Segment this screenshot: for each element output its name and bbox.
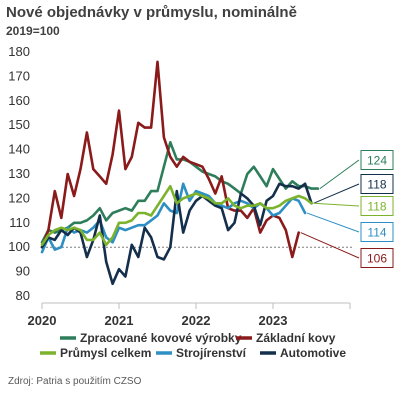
legend-label: Automotive <box>280 346 346 360</box>
y-tick-label: 110 <box>9 215 30 230</box>
series-line-2 <box>40 184 313 247</box>
end-label-box <box>360 248 394 268</box>
end-label-value: 124 <box>367 154 387 168</box>
chart-title: Nové objednávky v průmyslu, nominálně <box>6 4 297 21</box>
y-tick-label: 180 <box>8 44 30 59</box>
legend-label: Strojírenství <box>176 346 247 360</box>
end-label-leader <box>300 232 360 259</box>
source-note: Zdroj: Patria s použitím CZSO <box>8 376 142 387</box>
end-label-leader <box>306 212 360 233</box>
end-label-box <box>360 222 394 242</box>
y-tick-label: 140 <box>8 142 30 157</box>
end-label-box <box>360 196 394 216</box>
legend-label: Základní kovy <box>256 331 336 345</box>
end-label-box <box>360 150 394 170</box>
x-axis: 2020 2021 2022 2023 <box>28 302 351 328</box>
x-tick-label: 2021 <box>105 313 134 328</box>
series-line-0 <box>40 141 320 244</box>
y-tick-label: 90 <box>16 264 30 279</box>
end-label-value: 118 <box>367 178 386 192</box>
series-line-4 <box>40 182 313 286</box>
end-label-value: 114 <box>367 226 386 240</box>
y-tick-label: 80 <box>16 288 30 303</box>
end-label-box <box>360 174 394 194</box>
legend-label: Zpracované kovové výrobky <box>80 331 242 345</box>
y-tick-label: 170 <box>8 68 30 83</box>
x-tick-label: 2022 <box>182 313 211 328</box>
series-lines <box>40 60 320 286</box>
y-tick-label: 160 <box>8 93 30 108</box>
x-tick-label: 2020 <box>28 313 57 328</box>
end-label-leader <box>313 183 360 204</box>
legend-label: Průmysl celkem <box>60 346 151 360</box>
x-tick-label: 2023 <box>259 313 288 328</box>
end-label-value: 118 <box>367 200 386 214</box>
series-line-1 <box>40 60 301 259</box>
y-tick-label: 120 <box>8 190 30 205</box>
end-labels: 124 118 118 114 106 <box>300 150 394 268</box>
end-label-value: 106 <box>367 252 387 266</box>
y-axis-ticks: 80 90 100 110 120 130 140 150 160 170 180 <box>8 44 30 303</box>
legend: Zpracované kovové výrobky Základní kovy Pr… <box>40 331 346 360</box>
y-tick-label: 130 <box>8 166 30 181</box>
y-tick-label: 100 <box>8 239 30 254</box>
end-label-leader <box>313 202 360 207</box>
chart-subtitle: 2019=100 <box>6 24 60 38</box>
end-label-leader <box>319 159 360 190</box>
y-tick-label: 150 <box>8 117 30 132</box>
